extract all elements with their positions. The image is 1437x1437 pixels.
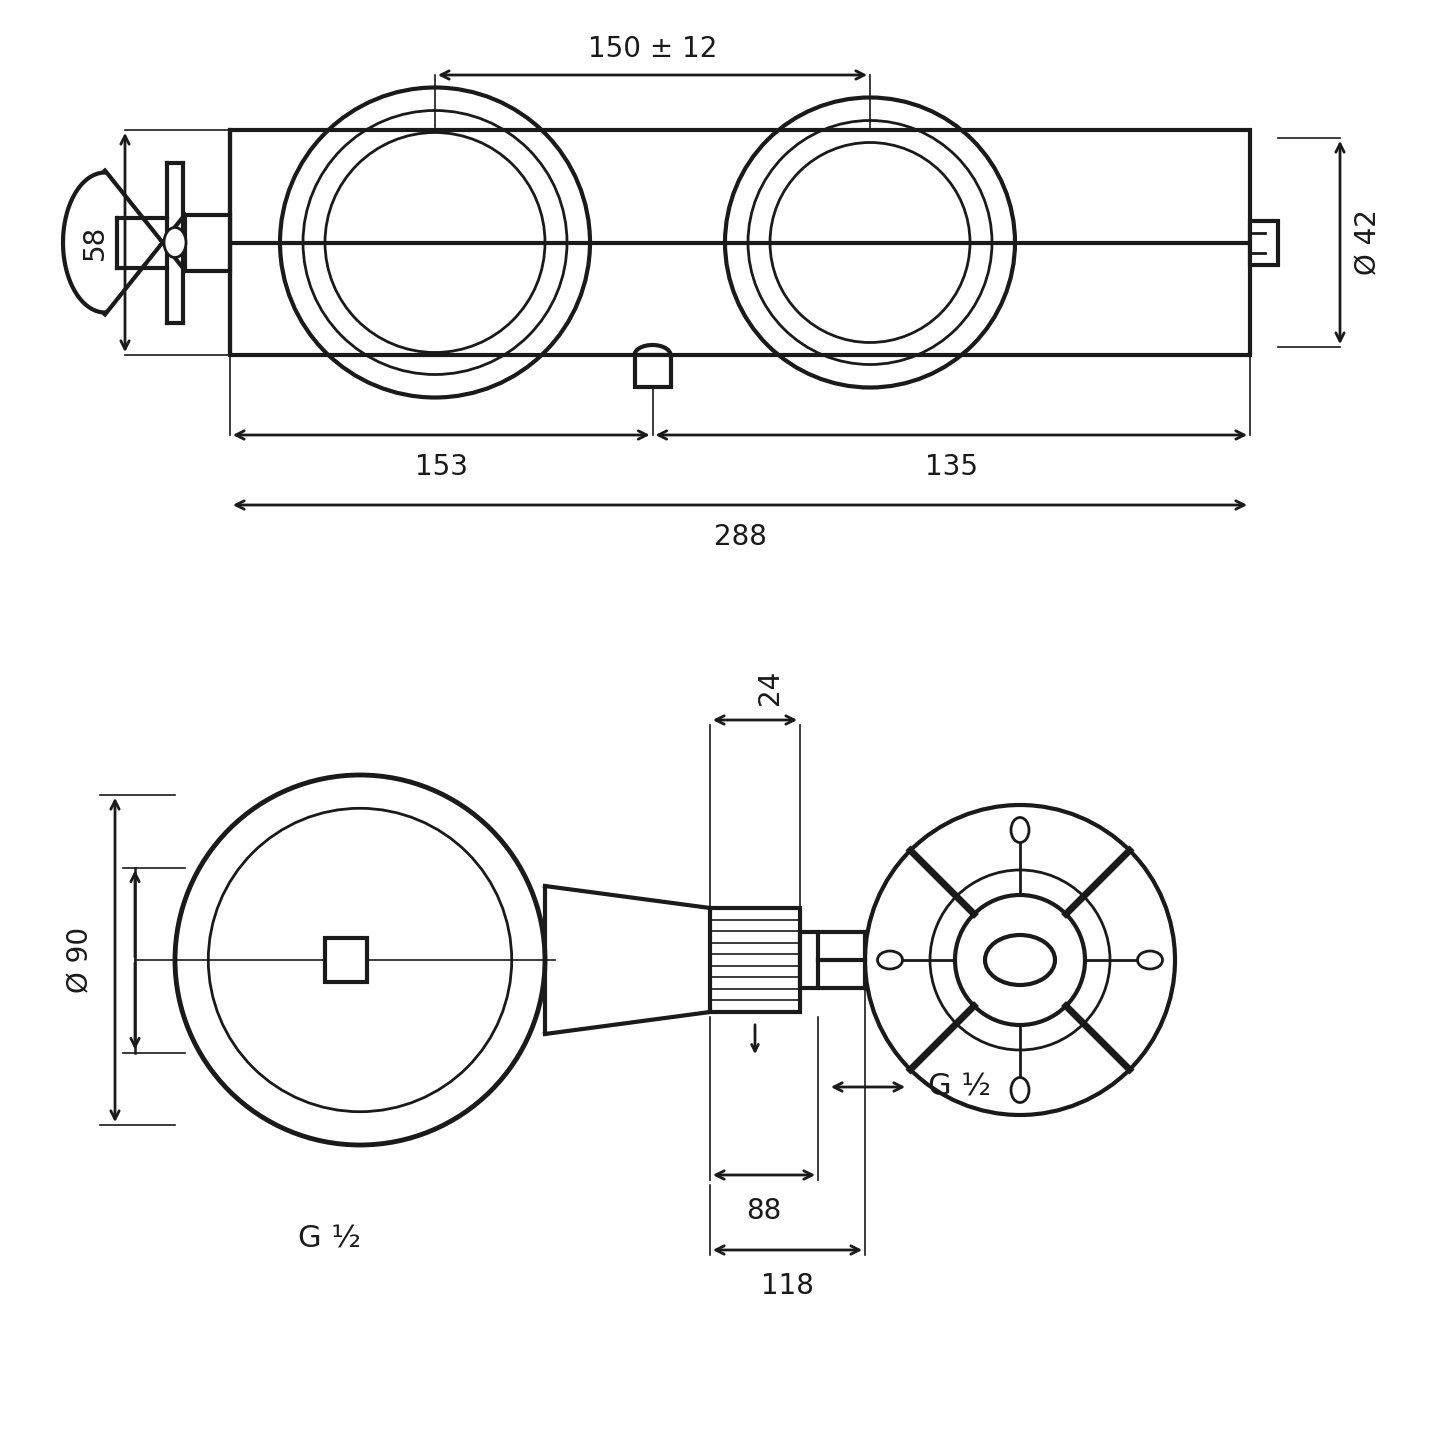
Text: Ø 90: Ø 90 xyxy=(66,927,93,993)
Circle shape xyxy=(865,805,1175,1115)
Circle shape xyxy=(175,775,545,1145)
Text: 288: 288 xyxy=(714,523,766,550)
Ellipse shape xyxy=(1012,818,1029,842)
Ellipse shape xyxy=(984,935,1055,984)
Bar xyxy=(325,938,366,981)
Text: G ½: G ½ xyxy=(299,1224,362,1255)
Text: 88: 88 xyxy=(746,1197,782,1224)
Text: 150 ± 12: 150 ± 12 xyxy=(588,34,717,63)
Bar xyxy=(635,355,671,387)
Ellipse shape xyxy=(164,227,185,257)
Bar xyxy=(185,214,230,270)
Text: 135: 135 xyxy=(925,453,977,481)
Text: 24: 24 xyxy=(756,670,785,706)
Ellipse shape xyxy=(1138,951,1163,969)
Text: Ø 42: Ø 42 xyxy=(1354,210,1382,276)
Ellipse shape xyxy=(878,951,902,969)
Circle shape xyxy=(956,895,1085,1025)
Bar xyxy=(230,129,1250,355)
Bar xyxy=(800,933,818,989)
Bar xyxy=(710,908,800,1012)
Text: 58: 58 xyxy=(80,224,109,260)
Text: G ½: G ½ xyxy=(928,1072,992,1102)
Bar xyxy=(1250,220,1277,264)
Text: 153: 153 xyxy=(415,453,468,481)
Ellipse shape xyxy=(1012,1078,1029,1102)
Text: 118: 118 xyxy=(762,1272,813,1300)
